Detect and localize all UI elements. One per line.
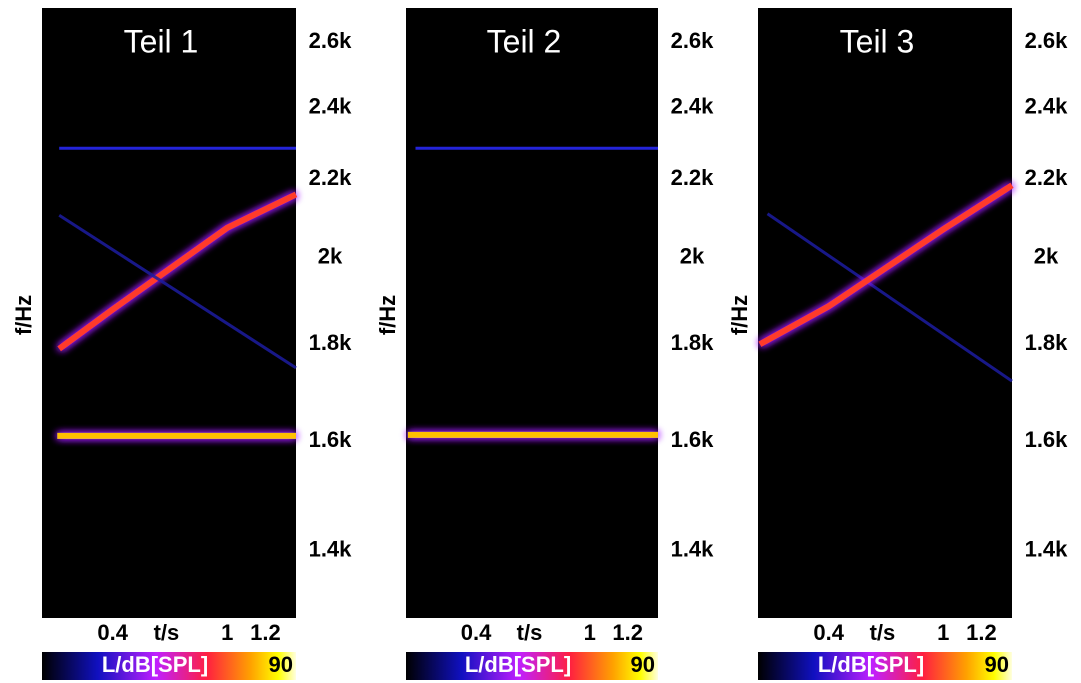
y-tick-label: 2.4k: [309, 94, 353, 119]
y-tick-label: 2.2k: [1025, 165, 1069, 190]
colorbar-label: L/dB[SPL]: [818, 652, 924, 677]
colorbar-max: 90: [985, 652, 1009, 677]
x-axis-label: t/s: [870, 620, 896, 645]
y-tick-label: 1.4k: [1025, 537, 1069, 562]
y-tick-label: 1.8k: [671, 330, 715, 355]
y-tick-label: 1.8k: [309, 330, 353, 355]
x-tick-label: 1: [221, 620, 233, 645]
y-tick-label: 1.6k: [309, 427, 353, 452]
y-tick-label: 1.4k: [309, 537, 353, 562]
y-tick-label: 1.6k: [671, 427, 715, 452]
x-tick-label: 1: [584, 620, 596, 645]
y-tick-label: 2.4k: [671, 94, 715, 119]
y-tick-label: 2k: [680, 243, 705, 268]
x-tick-label: 0.4: [461, 620, 492, 645]
x-axis-label: t/s: [517, 620, 543, 645]
y-tick-label: 2.6k: [671, 28, 715, 53]
y-tick-label: 2.2k: [671, 165, 715, 190]
x-tick-label: 1.2: [250, 620, 281, 645]
panel-title: Teil 1: [124, 23, 199, 59]
colorbar-max: 90: [269, 652, 293, 677]
y-axis-label: f/Hz: [727, 295, 752, 335]
panel-title: Teil 2: [487, 23, 562, 59]
y-tick-label: 2.6k: [309, 28, 353, 53]
figure: Teil 1 f/Hz 1.4k 1.6k 1.8k 2k 2.2k 2.4k 2.6k 0.4 1…: [0, 0, 1081, 683]
plot-area: [42, 8, 296, 618]
x-tick-label: 0.4: [97, 620, 128, 645]
y-tick-label: 2.6k: [1025, 28, 1069, 53]
x-tick-label: 0.4: [813, 620, 844, 645]
x-tick-label: 1: [937, 620, 949, 645]
y-axis-label: f/Hz: [375, 295, 400, 335]
y-tick-label: 1.8k: [1025, 330, 1069, 355]
y-axis-label: f/Hz: [11, 295, 36, 335]
y-tick-label: 2k: [318, 243, 343, 268]
plot-area: [758, 8, 1012, 618]
y-tick-label: 1.4k: [671, 537, 715, 562]
plot-area: [406, 8, 658, 618]
x-axis-label: t/s: [154, 620, 180, 645]
x-tick-label: 1.2: [612, 620, 643, 645]
colorbar-label: L/dB[SPL]: [465, 652, 571, 677]
y-tick-label: 2.2k: [309, 165, 353, 190]
y-tick-label: 1.6k: [1025, 427, 1069, 452]
y-tick-label: 2.4k: [1025, 94, 1069, 119]
colorbar-max: 90: [631, 652, 655, 677]
x-tick-label: 1.2: [966, 620, 997, 645]
panel-title: Teil 3: [840, 23, 915, 59]
colorbar-label: L/dB[SPL]: [102, 652, 208, 677]
y-tick-label: 2k: [1034, 243, 1059, 268]
